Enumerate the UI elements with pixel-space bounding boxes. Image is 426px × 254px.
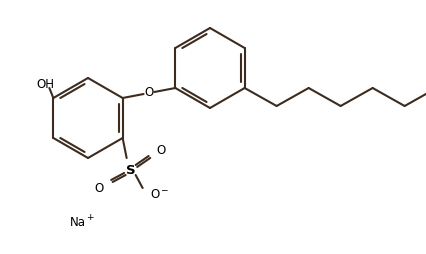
Text: O: O — [95, 182, 104, 195]
Text: O: O — [144, 87, 154, 100]
Text: Na: Na — [70, 215, 86, 229]
Text: OH: OH — [36, 77, 55, 90]
Text: S: S — [126, 164, 135, 177]
Text: O: O — [157, 144, 166, 156]
Text: O: O — [151, 187, 160, 200]
Text: −: − — [160, 185, 167, 195]
Text: +: + — [86, 214, 93, 223]
